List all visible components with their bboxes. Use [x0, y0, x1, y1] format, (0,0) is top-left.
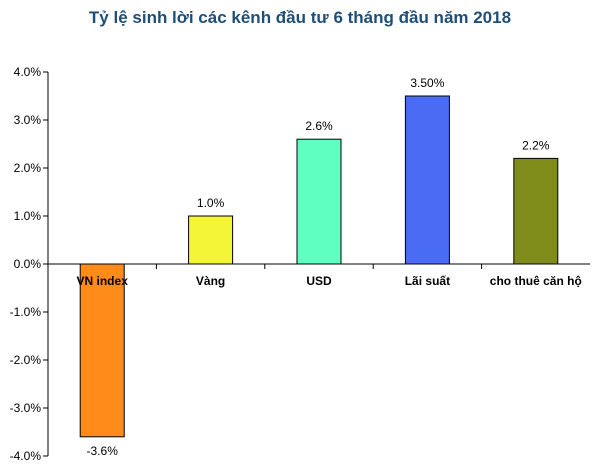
y-tick-label: 1.0% [14, 209, 42, 223]
y-tick-label: 3.0% [14, 113, 42, 127]
y-tick-label: 4.0% [14, 65, 42, 79]
x-category-label: Vàng [196, 274, 225, 288]
bar [404, 95, 450, 265]
x-category-label: USD [306, 274, 332, 288]
bar [513, 157, 559, 265]
chart-title: Tỷ lệ sinh lời các kênh đầu tư 6 tháng đ… [88, 8, 512, 27]
y-tick-label: 2.0% [14, 161, 42, 175]
y-tick-label: -4.0% [10, 449, 42, 463]
x-category-label: Lãi suất [405, 274, 450, 288]
data-label: 1.0% [197, 196, 225, 210]
data-label: 2.2% [522, 138, 550, 152]
y-tick-label: -2.0% [10, 353, 42, 367]
data-label: 2.6% [305, 119, 333, 133]
data-label: -3.6% [87, 444, 119, 458]
bar [296, 138, 342, 265]
x-category-label: VN index [77, 274, 129, 288]
y-tick-label: -3.0% [10, 401, 42, 415]
x-category-label: cho thuê căn hộ [490, 274, 582, 288]
y-tick-label: 0.0% [14, 257, 42, 271]
data-label: 3.50% [410, 76, 444, 90]
y-tick-label: -1.0% [10, 305, 42, 319]
bar [188, 215, 234, 265]
bar [79, 263, 125, 438]
